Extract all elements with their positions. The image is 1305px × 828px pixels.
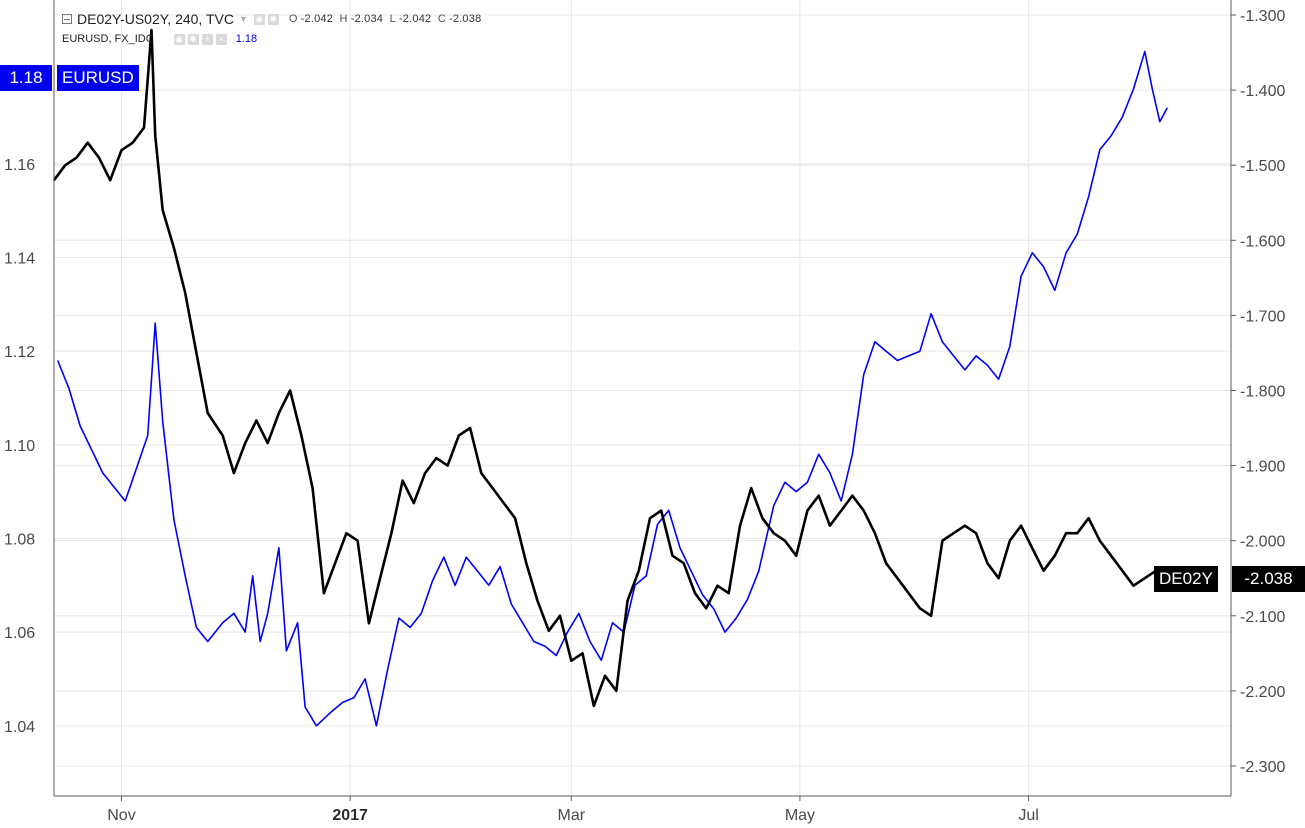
ohlc-low: -2.042 [398, 13, 432, 25]
ohlc-high: -2.034 [350, 13, 384, 25]
right-tick-label: -1.700 [1240, 308, 1285, 325]
right-tick-label: -1.400 [1240, 83, 1285, 100]
eye-icon[interactable]: ◉ [253, 13, 265, 25]
ohlc-readout: O -2.042 H -2.034 L -2.042 C -2.038 [288, 13, 482, 25]
x-tick-label: May [785, 807, 815, 824]
right-tick-label: -2.100 [1240, 609, 1285, 626]
close-icon[interactable]: × [215, 33, 227, 45]
collapse-icon[interactable] [62, 14, 72, 24]
gear-icon[interactable]: ✱ [267, 13, 279, 25]
right-tick-label: -1.500 [1240, 158, 1285, 175]
left-tick-label: 1.14 [4, 251, 35, 268]
ohlc-close: -2.038 [449, 13, 482, 25]
de02y-price-tag: -2.038 [1232, 566, 1305, 592]
eurusd-line [56, 50, 1169, 727]
right-axis-ticks: -1.300 -1.400 -1.500 -1.600 -1.700 -1.800 -1.9… [1231, 8, 1285, 776]
x-tick-label: 2017 [332, 807, 368, 824]
left-axis-ticks: 1.04 1.06 1.08 1.10 1.12 1.14 1.16 [4, 157, 35, 736]
left-tick-label: 1.16 [4, 157, 35, 174]
x-tick-label: Jul [1018, 807, 1038, 824]
chevron-down-icon[interactable]: ▼ [238, 14, 248, 24]
ohlc-open: -2.042 [300, 13, 334, 25]
left-tick-label: 1.10 [4, 438, 35, 455]
de02y-series-label: DE02Y [1154, 566, 1218, 592]
compare-symbol[interactable]: EURUSD, FX_IDC [62, 33, 154, 45]
left-tick-label: 1.04 [4, 719, 35, 736]
x-tick-label: Mar [557, 807, 585, 824]
right-tick-label: -2.000 [1240, 534, 1285, 551]
left-tick-label: 1.06 [4, 625, 35, 642]
main-symbol[interactable]: DE02Y-US02Y, 240, TVC [77, 11, 234, 27]
compare-value: 1.18 [235, 33, 258, 45]
grid [54, 0, 1231, 796]
legend-row-compare: EURUSD, FX_IDC ◉ ✱ + × 1.18 [62, 29, 481, 49]
right-tick-label: -2.200 [1240, 684, 1285, 701]
legend: DE02Y-US02Y, 240, TVC ▼ ◉ ✱ O -2.042 H -2.… [62, 9, 481, 49]
eurusd-series-label: EURUSD [57, 65, 139, 91]
eurusd-price-tag: 1.18 [0, 65, 52, 91]
left-tick-label: 1.12 [4, 344, 35, 361]
right-tick-label: -1.900 [1240, 459, 1285, 476]
right-tick-label: -1.300 [1240, 8, 1285, 25]
x-tick-label: Nov [107, 807, 135, 824]
right-tick-label: -2.300 [1240, 759, 1285, 776]
right-tick-label: -1.800 [1240, 383, 1285, 400]
x-axis-ticks: Nov 2017 Mar May Jul [107, 796, 1039, 824]
eurusd-series [56, 50, 1169, 727]
de02y-series [52, 28, 1168, 708]
left-tick-label: 1.08 [4, 531, 35, 548]
eye-icon[interactable]: ◉ [173, 33, 185, 45]
plus-icon[interactable]: + [201, 33, 213, 45]
legend-row-main: DE02Y-US02Y, 240, TVC ▼ ◉ ✱ O -2.042 H -2.… [62, 9, 481, 29]
gear-icon[interactable]: ✱ [187, 33, 199, 45]
right-tick-label: -1.600 [1240, 233, 1285, 250]
de02y-line [52, 28, 1168, 708]
